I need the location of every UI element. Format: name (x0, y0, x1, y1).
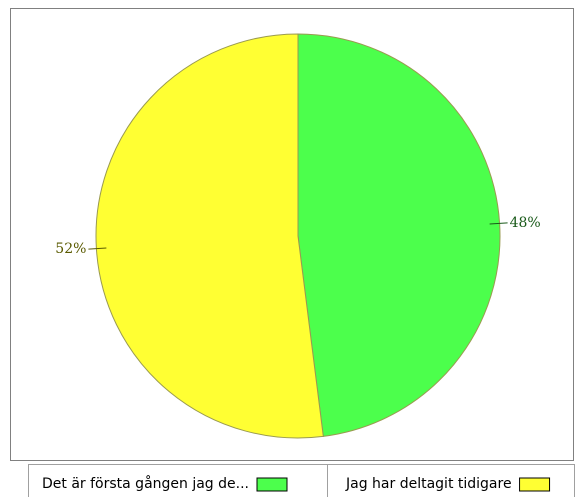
legend-swatch (519, 477, 551, 492)
label-leader (489, 222, 508, 225)
legend-label: Jag har deltagit tidigare (345, 476, 512, 492)
legend-swatch (256, 477, 288, 492)
label-leader (88, 247, 107, 250)
legend-frame (28, 464, 575, 497)
legend-label: Det är första gången jag de... (42, 475, 249, 492)
slice-label: 48% (510, 215, 541, 231)
slice-label: 52% (55, 241, 86, 257)
